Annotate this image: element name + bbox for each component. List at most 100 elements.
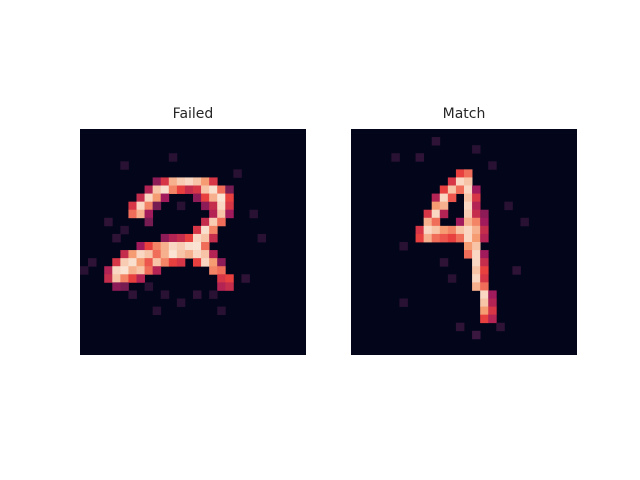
heatmap-cell — [112, 233, 121, 243]
heatmap-cell — [472, 201, 481, 211]
heatmap-cell — [520, 217, 529, 227]
heatmap-cell — [176, 233, 186, 243]
heatmap-cell — [160, 233, 170, 243]
heatmap-cell — [168, 242, 178, 251]
heatmap-cell — [447, 193, 457, 203]
heatmap-cell — [193, 250, 202, 259]
heatmap-cell — [209, 233, 218, 243]
heatmap-cell — [144, 258, 154, 267]
heatmap-cell — [455, 185, 465, 194]
heatmap-cell — [160, 250, 170, 259]
heatmap-cell — [144, 209, 154, 219]
heatmap-cell — [128, 274, 137, 283]
heatmap-cell — [447, 185, 457, 194]
heatmap-cell — [423, 233, 433, 243]
heatmap-cell — [464, 193, 473, 203]
heatmap-cell — [193, 290, 202, 299]
heatmap-cell — [184, 242, 194, 251]
heatmap-cell — [176, 298, 186, 307]
heatmap-cell — [249, 209, 258, 219]
heatmap-cell — [217, 266, 226, 275]
heatmap-cell — [455, 217, 465, 227]
heatmap-cell — [209, 201, 218, 211]
heatmap-cell — [225, 274, 234, 283]
heatmap-cell — [201, 217, 210, 227]
heatmap-cell — [144, 282, 154, 291]
heatmap-cell — [399, 242, 408, 251]
heatmap-cell — [168, 185, 178, 194]
heatmap-cell — [152, 177, 162, 186]
heatmap-cell — [176, 258, 186, 267]
heatmap-cell — [193, 242, 202, 251]
heatmap-cell — [217, 209, 226, 219]
heatmap-cell — [464, 233, 473, 243]
heatmap-cell — [431, 209, 441, 219]
match-panel-title: Match — [442, 106, 486, 122]
heatmap-cell — [193, 177, 202, 186]
heatmap-cell — [201, 193, 210, 203]
heatmap-cell — [201, 185, 210, 194]
heatmap-cell — [160, 290, 170, 299]
heatmap-cell — [112, 282, 121, 291]
heatmap-cell — [496, 322, 505, 332]
heatmap-cell — [128, 209, 137, 219]
heatmap-cell — [209, 185, 218, 194]
heatmap-cell — [455, 322, 465, 332]
heatmap-cell — [431, 225, 441, 235]
heatmap-cell — [152, 250, 162, 259]
heatmap-cell — [144, 193, 154, 203]
heatmap-cell — [480, 217, 489, 227]
heatmap-cell — [209, 266, 218, 275]
heatmap-cell — [112, 274, 121, 283]
heatmap-cell — [423, 209, 433, 219]
heatmap-cell — [160, 177, 170, 186]
heatmap-cell — [209, 258, 218, 267]
heatmap-cell — [160, 193, 170, 203]
heatmap-cell — [176, 177, 186, 186]
heatmap-cell — [480, 290, 489, 299]
heatmap-cell — [152, 201, 162, 211]
heatmap-cell — [472, 330, 481, 340]
heatmap-cell — [464, 225, 473, 235]
heatmap-cell — [217, 201, 226, 211]
heatmap-cell — [439, 258, 449, 267]
heatmap-cell — [201, 242, 210, 251]
heatmap-cell — [480, 209, 489, 219]
heatmap-cell — [193, 185, 202, 194]
heatmap-cell — [136, 201, 145, 211]
heatmap-cell — [128, 290, 137, 299]
heatmap-cell — [152, 306, 162, 316]
heatmap-cell — [472, 266, 481, 275]
heatmap-cell — [120, 250, 129, 259]
heatmap-cell — [80, 266, 89, 275]
heatmap-cell — [168, 153, 178, 162]
heatmap-cell — [136, 193, 145, 203]
heatmap-cell — [209, 177, 218, 186]
heatmap-cell — [225, 209, 234, 219]
heatmap-cell — [472, 225, 481, 235]
failed-panel-title: Failed — [172, 106, 214, 122]
heatmap-cell — [201, 177, 210, 186]
heatmap-cell — [201, 258, 210, 267]
heatmap-cell — [447, 233, 457, 243]
heatmap-cell — [152, 266, 162, 275]
heatmap-cell — [472, 250, 481, 259]
heatmap-cell — [104, 274, 113, 283]
heatmap-cell — [472, 282, 481, 291]
heatmap-cell — [257, 233, 267, 243]
heatmap-cell — [455, 225, 465, 235]
heatmap-cell — [464, 250, 473, 259]
heatmap-cell — [217, 185, 226, 194]
heatmap-cell — [480, 233, 489, 243]
heatmap-cell — [120, 161, 129, 170]
heatmap-cell — [217, 258, 226, 267]
heatmap-cell — [472, 233, 481, 243]
heatmap-cell — [455, 169, 465, 178]
heatmap-cell — [415, 233, 425, 243]
heatmap-cell — [431, 137, 441, 146]
heatmap-cell — [472, 193, 481, 203]
heatmap-cell — [176, 185, 186, 194]
heatmap-cell — [160, 258, 170, 267]
heatmap-cell — [136, 250, 145, 259]
heatmap-cell — [209, 209, 218, 219]
